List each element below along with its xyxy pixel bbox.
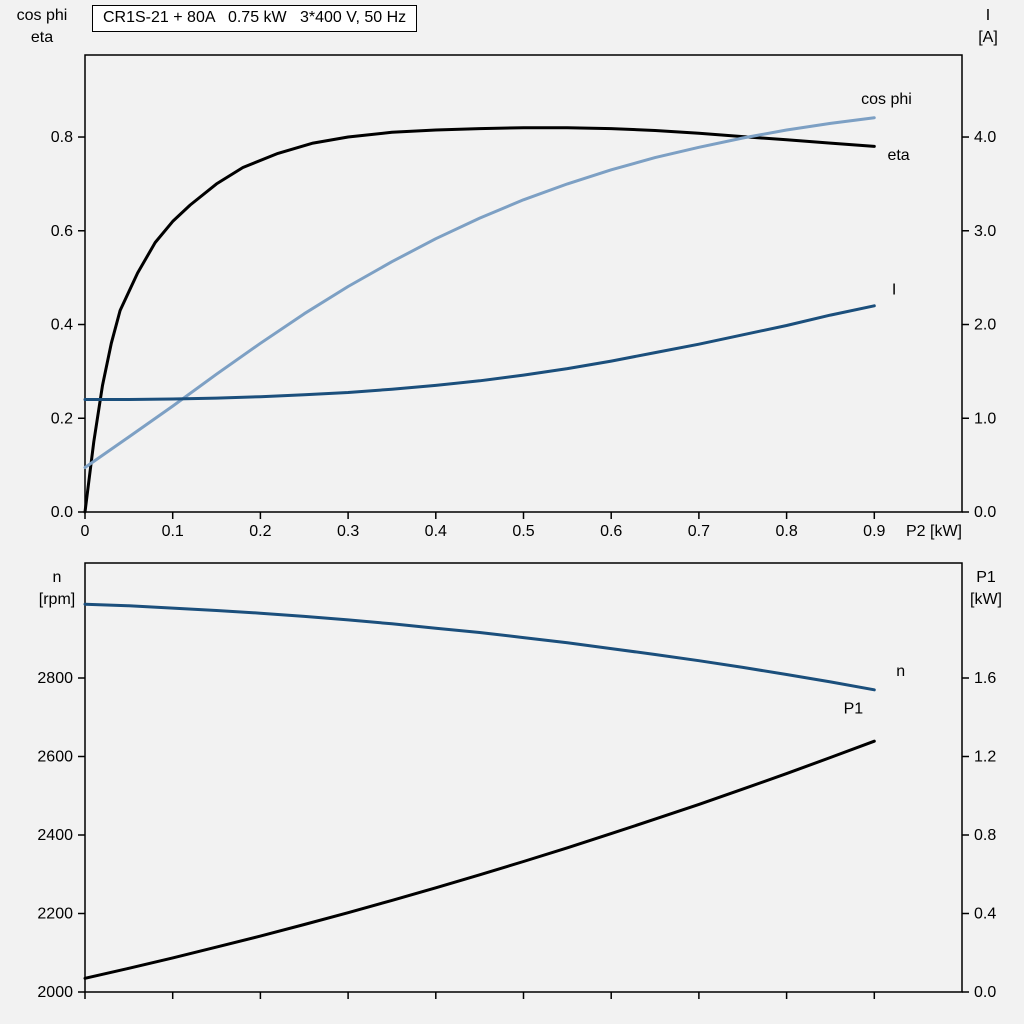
electrical-chart-left-axis-title: eta <box>31 29 53 46</box>
left-tick-label: 2200 <box>37 906 73 923</box>
current-curve <box>83 304 876 401</box>
right-tick-label: 1.6 <box>974 670 996 687</box>
right-tick-label: 1.2 <box>974 749 996 766</box>
eta-curve-label: eta <box>887 147 909 164</box>
left-tick-label: 0.6 <box>51 223 73 240</box>
electrical-chart-right-axis-title: I <box>986 7 990 24</box>
chart-title-box: CR1S-21 + 80A 0.75 kW 3*400 V, 50 Hz <box>92 5 418 32</box>
x-tick-label: 0.9 <box>863 523 885 540</box>
electrical-chart-right-axis-title: [A] <box>978 29 998 46</box>
x-tick-label: 0.2 <box>249 523 271 540</box>
right-tick-label: 0.0 <box>974 984 996 1001</box>
x-tick-label: 0.5 <box>512 523 534 540</box>
x-tick-label: 0.6 <box>600 523 622 540</box>
right-tick-label: 4.0 <box>974 129 996 146</box>
right-tick-label: 0.8 <box>974 827 996 844</box>
speed-power-chart-right-axis-title: [kW] <box>970 591 1002 608</box>
speed-curve-label: n <box>896 663 905 680</box>
left-tick-label: 0.2 <box>51 410 73 427</box>
x-tick-label: 0.8 <box>775 523 797 540</box>
speed-power-chart-left-axis-title: n <box>53 569 62 586</box>
left-tick-label: 0.4 <box>51 317 73 334</box>
speed-curve <box>83 602 876 692</box>
cos-phi-curve <box>83 116 876 469</box>
x-axis-unit-label: P2 [kW] <box>906 523 962 540</box>
p1-power-curve <box>83 739 876 980</box>
speed-power-chart-left-axis-title: [rpm] <box>39 591 75 608</box>
cos-phi-curve-label: cos phi <box>861 91 912 108</box>
x-tick-label: 0.3 <box>337 523 359 540</box>
left-tick-label: 0.8 <box>51 129 73 146</box>
left-tick-label: 2600 <box>37 749 73 766</box>
left-tick-label: 2000 <box>37 984 73 1001</box>
x-tick-label: 0 <box>81 523 90 540</box>
left-tick-label: 2400 <box>37 827 73 844</box>
x-tick-label: 0.4 <box>425 523 447 540</box>
x-tick-label: 0.7 <box>688 523 710 540</box>
right-tick-label: 2.0 <box>974 317 996 334</box>
right-tick-label: 3.0 <box>974 223 996 240</box>
speed-power-chart-frame <box>84 562 963 993</box>
p1-power-curve-label: P1 <box>844 700 864 717</box>
right-tick-label: 0.4 <box>974 906 996 923</box>
left-tick-label: 0.0 <box>51 504 73 521</box>
x-tick-label: 0.1 <box>162 523 184 540</box>
current-curve-label: I <box>892 282 896 299</box>
eta-curve <box>83 126 876 514</box>
speed-power-chart-right-axis-title: P1 <box>976 569 996 586</box>
right-tick-label: 0.0 <box>974 504 996 521</box>
right-tick-label: 1.0 <box>974 410 996 427</box>
electrical-chart-left-axis-title: cos phi <box>17 7 68 24</box>
left-tick-label: 2800 <box>37 670 73 687</box>
